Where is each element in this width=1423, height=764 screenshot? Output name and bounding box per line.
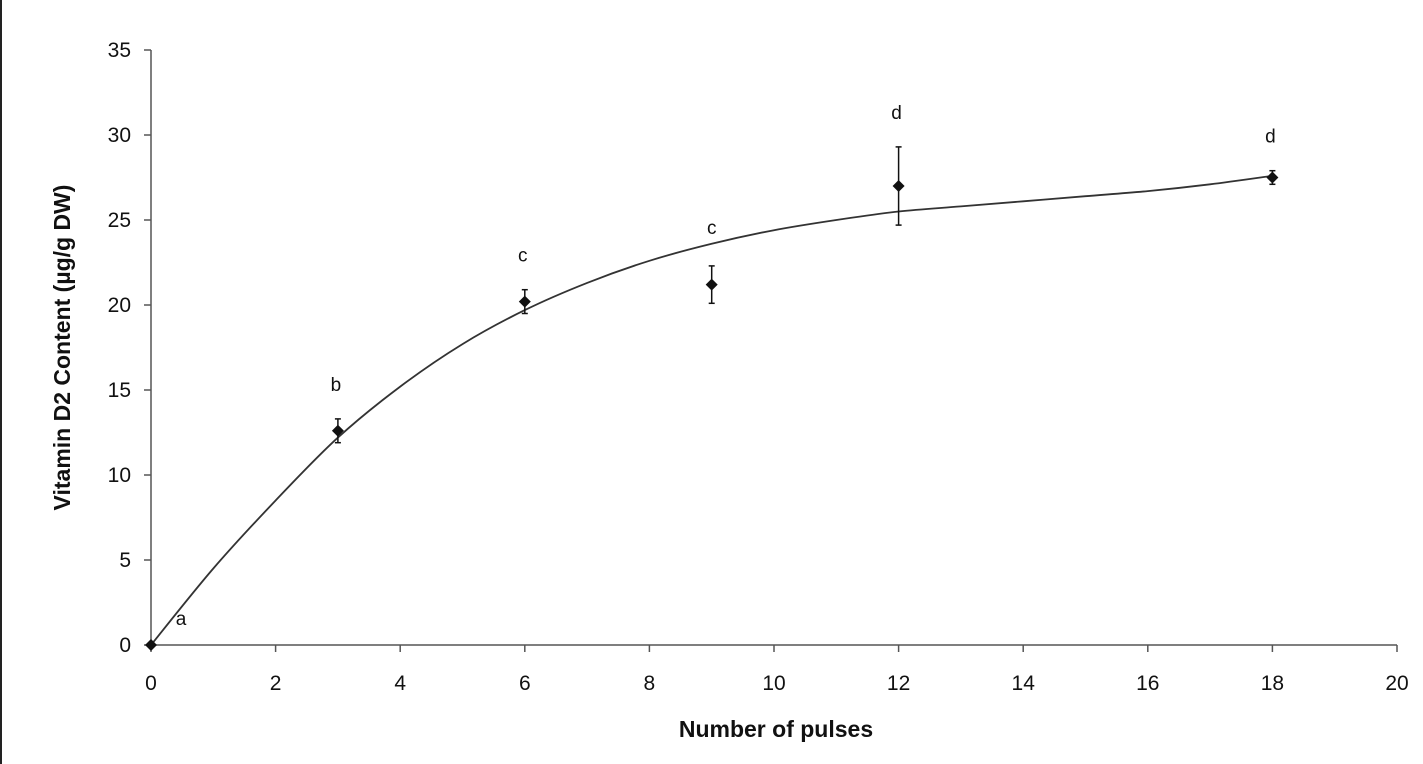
data-point-marker [145,639,157,651]
significance-label: d [891,103,902,124]
significance-label: a [176,609,187,630]
x-axis-ticks: 0 2 4 6 8 10 12 14 16 18 20 [145,645,1409,695]
significance-label: b [331,375,342,396]
y-tick-label: 25 [108,209,131,232]
axes [150,50,1397,646]
data-point-marker [518,295,531,308]
x-tick-label: 18 [1261,672,1284,695]
x-tick-label: 16 [1136,672,1159,695]
data-point-group: c [705,218,718,305]
significance-label: c [707,218,717,239]
y-tick-label: 20 [108,294,131,317]
y-axis-ticks: 0 5 10 15 20 25 30 35 [108,39,151,657]
y-tick-label: 30 [108,124,131,147]
y-tick-label: 5 [119,549,131,572]
data-point-marker [892,180,905,192]
x-tick-label: 4 [394,672,406,695]
data-point-group: c [518,246,531,315]
x-axis-title: Number of pulses [679,716,873,742]
data-point-group: b [331,375,344,444]
y-tick-label: 15 [108,379,131,402]
data-point-marker [705,278,718,291]
x-tick-label: 0 [145,672,157,695]
x-tick-label: 8 [644,672,656,695]
y-tick-label: 35 [108,39,131,62]
x-tick-label: 14 [1012,672,1036,695]
data-point-marker [1266,171,1279,184]
data-point-group: d [1265,127,1279,186]
y-tick-label: 10 [108,464,131,487]
x-tick-label: 20 [1385,672,1408,695]
y-tick-label: 0 [119,634,131,657]
x-tick-label: 2 [270,672,282,695]
fit-curve [150,174,1273,646]
significance-label: d [1265,127,1276,148]
image-border [0,0,2,764]
x-tick-label: 10 [762,672,785,695]
significance-label: c [518,246,528,267]
data-point-marker [331,424,344,437]
y-axis-title: Vitamin D2 Content (µg/g DW) [49,185,75,511]
data-point-group: d [891,103,905,226]
x-tick-label: 6 [519,672,531,695]
data-point-group: a [145,609,187,651]
data-points: a b c c d d [145,103,1279,651]
x-tick-label: 12 [887,672,910,695]
